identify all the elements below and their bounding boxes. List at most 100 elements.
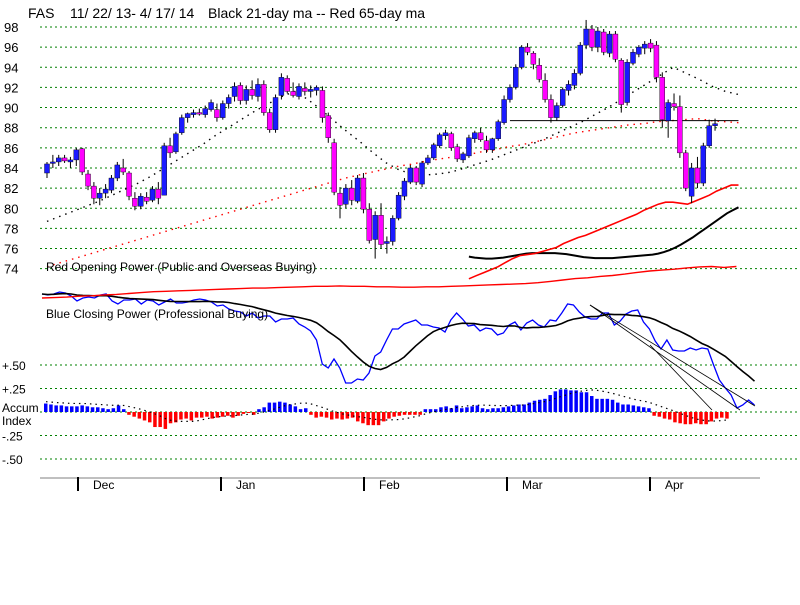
price-tick-label: 82 — [4, 181, 18, 196]
accum-bar — [293, 406, 298, 412]
accum-bar — [210, 412, 214, 419]
candle-body — [272, 97, 279, 130]
accum-bar — [501, 407, 506, 412]
month-label: Jan — [236, 478, 255, 492]
accum-bar — [402, 412, 407, 415]
candle-body — [331, 142, 337, 193]
accum-tick-label: -.25 — [2, 430, 23, 444]
accum-bar — [387, 412, 391, 419]
accum-bar — [122, 409, 126, 412]
candle-body — [50, 161, 56, 164]
candle-body — [495, 121, 501, 139]
candle-body — [595, 30, 601, 48]
accum-bar — [605, 398, 610, 412]
trendline-1 — [589, 304, 756, 407]
accum-bar — [366, 412, 370, 426]
header-ma-note: Black 21-day ma -- Red 65-day ma — [208, 5, 425, 21]
candle-body — [261, 84, 267, 113]
candle-body — [518, 46, 525, 68]
candle-body — [513, 67, 519, 88]
accum-bar — [153, 412, 157, 428]
month-label: Dec — [93, 478, 114, 492]
accum-bar — [413, 412, 417, 415]
candle-body — [601, 31, 607, 53]
power-lines — [41, 265, 756, 411]
accum-tick-label: +.50 — [2, 359, 26, 373]
candle-body — [606, 33, 613, 54]
candle-body — [220, 103, 226, 118]
candle-body — [436, 134, 443, 147]
accum-bar — [714, 412, 719, 419]
candle-body — [559, 89, 566, 106]
accum-bar — [226, 412, 230, 416]
accum-bar — [491, 408, 495, 412]
accum-bar — [75, 406, 79, 412]
candle-body — [384, 241, 390, 244]
price-tick-label: 74 — [4, 262, 18, 277]
candle-body — [624, 62, 630, 103]
candle-body — [395, 194, 402, 219]
accum-bar — [215, 412, 220, 418]
candle-body — [466, 137, 472, 157]
candle-body — [184, 113, 191, 118]
accum-bar — [720, 412, 724, 418]
candle-body — [343, 187, 349, 205]
candle-body — [360, 177, 367, 210]
accum-bar — [158, 412, 162, 428]
month-label: Mar — [522, 478, 543, 492]
accum-bar — [330, 412, 334, 420]
accum-bar — [137, 412, 142, 419]
price-tick-label: 84 — [4, 161, 18, 176]
price-tick-label: 76 — [4, 242, 18, 257]
candle-body — [372, 215, 378, 240]
candle-body — [202, 108, 208, 115]
accum-bar — [220, 412, 225, 417]
accum-bar — [85, 406, 90, 412]
accum-bar — [590, 396, 594, 412]
candle-body — [524, 46, 531, 53]
accum-bar — [49, 404, 53, 412]
price-tick-label: 92 — [4, 80, 18, 95]
accum-bar — [662, 412, 667, 419]
accum-bar — [205, 412, 209, 417]
candle-body — [231, 86, 238, 97]
accum-bar — [709, 412, 714, 422]
accum-bar — [475, 405, 480, 412]
accum-bar — [371, 412, 376, 426]
candle-body — [61, 157, 68, 162]
accum-bar — [262, 407, 266, 412]
accum-label: Accum — [2, 401, 39, 415]
accum-bar — [288, 404, 292, 412]
accum-bar — [236, 412, 240, 416]
candle-body — [501, 99, 507, 123]
accum-bar — [148, 412, 152, 423]
accum-bar — [272, 402, 277, 412]
accum-bars — [44, 389, 729, 429]
candle-body — [407, 167, 414, 183]
opening-power-line — [41, 265, 737, 299]
candle-body — [612, 33, 619, 60]
candle-body — [366, 209, 372, 241]
accum-bar — [127, 412, 131, 415]
trendline-3 — [649, 344, 713, 411]
candle-body — [132, 197, 138, 207]
accum-bar — [480, 408, 485, 412]
accum-bar — [392, 412, 396, 417]
opening-power-label: Red Opening Power (Public and Overseas B… — [46, 260, 316, 274]
accum-bar — [626, 404, 630, 412]
candle-body — [378, 215, 384, 245]
candle-body — [161, 145, 167, 196]
ma65-line — [468, 184, 739, 280]
accum-bar — [454, 405, 459, 412]
price-tick-label: 78 — [4, 221, 18, 236]
candle-body — [454, 146, 460, 160]
candle-body — [155, 188, 162, 199]
candle-body — [647, 42, 654, 49]
accum-bar — [70, 406, 74, 412]
accum-tick-label: +.25 — [2, 383, 26, 397]
accum-bar — [584, 392, 589, 412]
accum-bar — [257, 409, 261, 412]
candle-body — [190, 112, 197, 115]
accum-bar — [553, 391, 558, 412]
